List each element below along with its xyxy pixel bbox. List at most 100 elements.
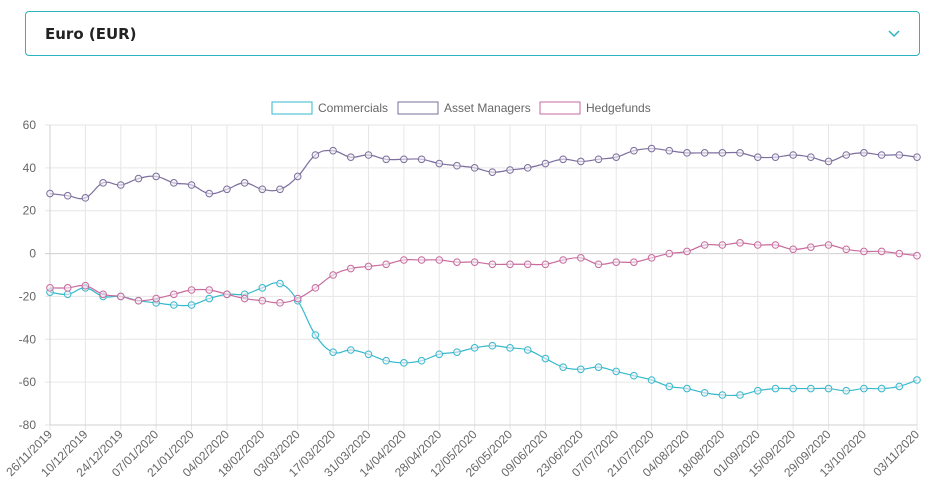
data-point [683, 247, 691, 256]
data-point [700, 389, 709, 397]
data-point [329, 348, 337, 356]
y-tick-label: 0 [29, 247, 36, 261]
chevron-down-icon [888, 30, 900, 38]
y-tick-label: 20 [23, 204, 37, 218]
data-point [665, 382, 674, 391]
data-point [789, 384, 797, 393]
series-asset-managers [46, 144, 921, 202]
data-point [311, 284, 320, 292]
data-point [771, 153, 780, 161]
data-point [63, 284, 72, 292]
data-point [488, 260, 497, 269]
data-point [647, 144, 656, 153]
series-line [49, 242, 918, 304]
data-point [470, 258, 479, 266]
data-point [789, 151, 797, 159]
data-point [807, 384, 815, 393]
data-point [470, 164, 479, 172]
data-point [63, 191, 72, 200]
data-point [293, 172, 302, 181]
data-point [577, 157, 585, 166]
data-point [718, 391, 727, 399]
data-point [99, 179, 107, 187]
data-point [435, 350, 444, 359]
data-point [240, 179, 249, 187]
data-point [877, 247, 886, 256]
data-point [488, 168, 497, 176]
data-point [382, 155, 390, 164]
data-point [630, 146, 638, 155]
data-point [205, 294, 214, 303]
data-point [807, 153, 815, 161]
data-point [311, 151, 320, 159]
data-point [276, 279, 284, 288]
data-point [665, 249, 674, 258]
data-point [152, 294, 160, 303]
y-tick-label: -20 [19, 289, 37, 303]
data-point [506, 260, 514, 269]
data-point [594, 363, 603, 371]
data-point [170, 290, 178, 299]
data-point [488, 341, 497, 350]
data-point [630, 258, 638, 266]
data-point [417, 356, 426, 365]
data-point [913, 376, 921, 384]
data-point [116, 181, 125, 189]
data-point [824, 241, 833, 249]
data-point [895, 151, 904, 159]
y-axis: 60 40 20 0 -20 -40 -60 -80 [19, 118, 51, 432]
positions-line-chart: Commercials Asset Managers Hedgefunds 60 40… [3, 101, 922, 480]
data-point [435, 256, 444, 264]
data-point [895, 249, 904, 258]
data-point [400, 155, 408, 164]
data-point [276, 299, 284, 307]
data-point [771, 241, 780, 249]
legend-swatch [271, 101, 313, 115]
data-point [63, 290, 72, 299]
data-point [46, 189, 54, 198]
data-point [594, 155, 603, 164]
data-point [647, 254, 656, 262]
data-point [630, 371, 638, 380]
data-point [700, 149, 709, 157]
data-point [346, 264, 355, 273]
data-point [470, 344, 479, 352]
data-point [46, 284, 54, 292]
y-tick-label: 40 [23, 161, 37, 175]
data-point [506, 166, 514, 174]
data-point [523, 164, 532, 172]
data-point [81, 281, 90, 290]
x-tick-label: 03/11/2020 [870, 427, 922, 479]
data-point [860, 149, 868, 157]
data-point [152, 172, 160, 181]
data-point [293, 294, 302, 303]
data-point [842, 386, 851, 395]
data-point [594, 260, 603, 269]
data-point [753, 386, 762, 395]
data-point [223, 290, 231, 299]
data-point [453, 161, 461, 170]
y-tick-label: -40 [19, 332, 37, 346]
data-point [824, 384, 833, 393]
data-point [99, 290, 107, 299]
data-point [187, 181, 196, 189]
currency-select[interactable]: Euro (EUR) [25, 11, 920, 56]
data-point [134, 174, 143, 183]
legend-swatch [397, 101, 439, 115]
series-hedgefunds [46, 239, 921, 307]
y-tick-label: -80 [19, 418, 37, 432]
data-point [364, 262, 373, 271]
data-point [700, 241, 709, 249]
data-point [329, 146, 337, 155]
data-point [913, 251, 921, 260]
data-point [523, 260, 532, 269]
currency-select-value: Euro (EUR) [45, 25, 137, 43]
data-point [559, 155, 567, 164]
data-point [612, 153, 621, 161]
data-point [382, 260, 390, 269]
data-point [258, 284, 267, 292]
data-point [187, 286, 196, 294]
data-point [187, 301, 196, 309]
data-point [417, 155, 426, 164]
legend-label: Commercials [318, 101, 388, 115]
